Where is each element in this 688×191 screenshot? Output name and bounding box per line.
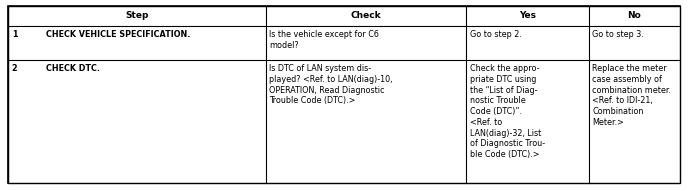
Text: Step: Step [125, 11, 149, 20]
Bar [466, 26, 589, 60]
Text: CHECK DTC.: CHECK DTC. [45, 64, 100, 73]
Text: 1: 1 [12, 30, 17, 39]
Bar [8, 26, 266, 60]
Text: Go to step 2.: Go to step 2. [470, 30, 522, 39]
Text: Check the appro-
priate DTC using
the “List of Diag-
nostic Trouble
Code (DTC)”.: Check the appro- priate DTC using the “L… [470, 64, 545, 159]
Bar [589, 26, 680, 60]
Text: Go to step 3.: Go to step 3. [592, 30, 644, 39]
Bar [589, 6, 680, 26]
Bar [266, 6, 466, 26]
Bar [8, 60, 266, 183]
Bar [466, 60, 589, 183]
Text: No: No [627, 11, 641, 20]
Text: Is the vehicle except for C6
model?: Is the vehicle except for C6 model? [269, 30, 379, 50]
Text: 2: 2 [12, 64, 17, 73]
Text: Check: Check [351, 11, 381, 20]
Text: Yes: Yes [519, 11, 536, 20]
Bar [589, 60, 680, 183]
Bar [8, 6, 266, 26]
Text: CHECK VEHICLE SPECIFICATION.: CHECK VEHICLE SPECIFICATION. [45, 30, 190, 39]
Bar [266, 60, 466, 183]
Text: Is DTC of LAN system dis-
played? <Ref. to LAN(diag)-10,
OPERATION, Read Diagnos: Is DTC of LAN system dis- played? <Ref. … [269, 64, 393, 105]
Bar [266, 26, 466, 60]
Text: Replace the meter
case assembly of
combination meter.
<Ref. to IDI-21,
Combinati: Replace the meter case assembly of combi… [592, 64, 671, 127]
Bar [466, 6, 589, 26]
